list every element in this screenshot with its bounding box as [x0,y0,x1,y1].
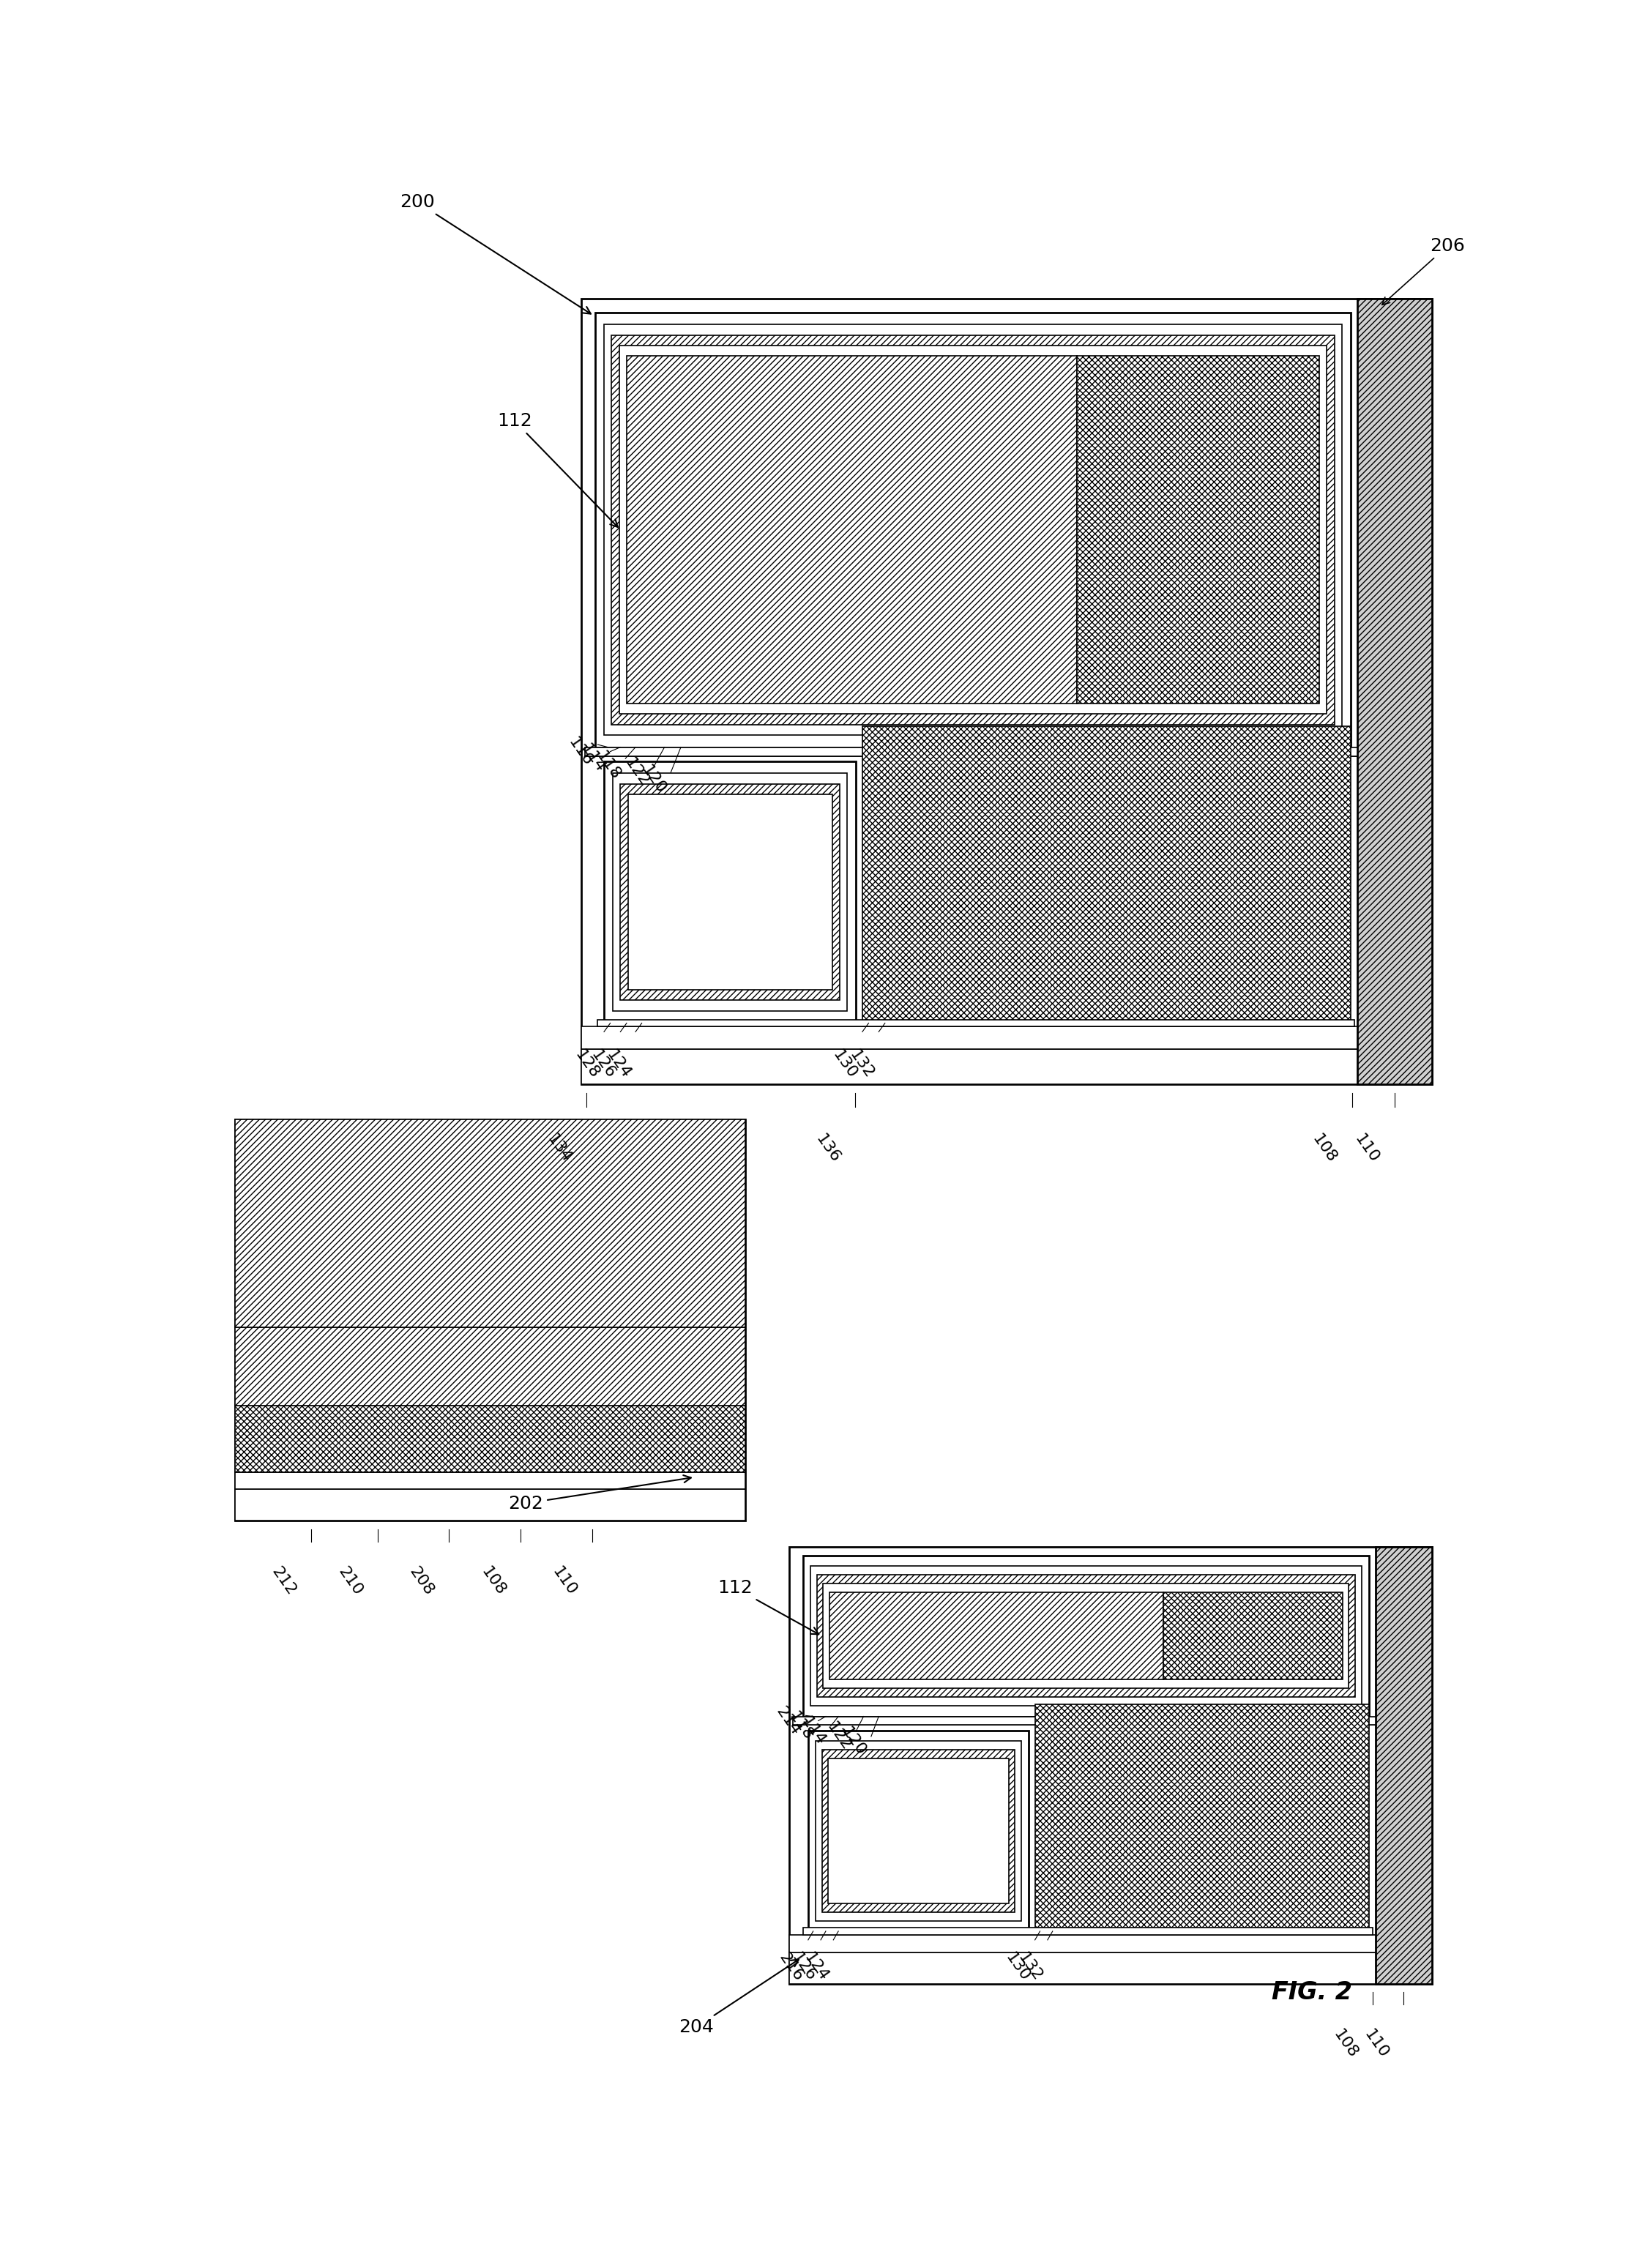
Text: 114: 114 [798,1715,828,1749]
Text: 124: 124 [802,1950,831,1984]
Text: 200: 200 [400,193,590,313]
Bar [823,1583,1350,1687]
Bar [803,1928,1372,1935]
Text: 212: 212 [268,1565,299,1599]
Text: 116: 116 [566,735,595,769]
Text: 134: 134 [545,1132,574,1166]
Bar [628,794,833,989]
Text: 204: 204 [678,1960,798,2037]
Bar [1036,1703,1369,1935]
Text: 110: 110 [1353,1132,1382,1166]
Bar [595,313,1351,746]
Text: 216: 216 [776,1950,805,1984]
Bar [808,1730,1029,1932]
Bar [603,324,1341,735]
Bar [582,1027,1433,1050]
Text: 126: 126 [789,1950,818,1984]
Text: 208: 208 [406,1565,436,1599]
Bar [862,726,1351,1027]
Text: 108: 108 [478,1565,507,1599]
Bar [234,1490,745,1522]
Text: 114: 114 [577,742,608,776]
Bar [829,1592,1163,1681]
Text: 132: 132 [1015,1950,1046,1984]
Bar [811,1567,1361,1706]
Bar [789,1935,1433,1953]
Bar [603,762,855,1023]
Text: 110: 110 [550,1565,579,1599]
Text: 206: 206 [1382,238,1465,304]
Text: 128: 128 [572,1048,602,1082]
Bar [234,1406,745,1472]
Bar [620,345,1327,714]
Bar [1358,299,1433,1084]
Bar [613,773,847,1012]
Bar [803,1556,1369,1717]
Bar [582,1050,1433,1084]
Bar [598,1021,1354,1027]
Text: 120: 120 [839,1724,868,1758]
Bar [626,356,1076,703]
Bar [234,1472,745,1490]
Bar [1376,1547,1433,1984]
Bar [828,1758,1008,1903]
Text: 136: 136 [813,1132,842,1166]
Text: 210: 210 [335,1565,366,1599]
Text: 118: 118 [593,748,623,782]
Bar [234,1118,745,1522]
Text: 120: 120 [639,762,668,796]
Bar [582,299,1433,1084]
Text: 112: 112 [717,1579,820,1635]
Text: 108: 108 [1309,1132,1340,1166]
Text: 122: 122 [623,755,652,789]
Text: 130: 130 [829,1048,860,1082]
Text: 126: 126 [589,1048,618,1082]
Text: 118: 118 [785,1710,816,1742]
Text: 108: 108 [1330,2028,1361,2062]
Bar [793,1717,1376,1726]
Bar [816,1574,1354,1696]
Bar [789,1547,1433,1984]
Bar [1076,356,1319,703]
Text: 112: 112 [498,413,618,526]
Bar [1163,1592,1343,1681]
Bar [621,785,839,1000]
Bar [789,1953,1433,1984]
Text: FIG. 2: FIG. 2 [1272,1980,1353,2005]
Bar [234,1327,745,1406]
Bar [611,336,1335,723]
Bar [823,1749,1015,1912]
Text: 214: 214 [774,1703,803,1737]
Text: 110: 110 [1361,2028,1390,2062]
Bar [234,1118,745,1327]
Text: 130: 130 [1003,1950,1033,1984]
Text: 122: 122 [824,1719,854,1753]
Text: 124: 124 [603,1048,633,1082]
Bar [585,746,1358,755]
Text: 132: 132 [847,1048,876,1082]
Bar [816,1742,1021,1921]
Text: 202: 202 [509,1474,691,1513]
